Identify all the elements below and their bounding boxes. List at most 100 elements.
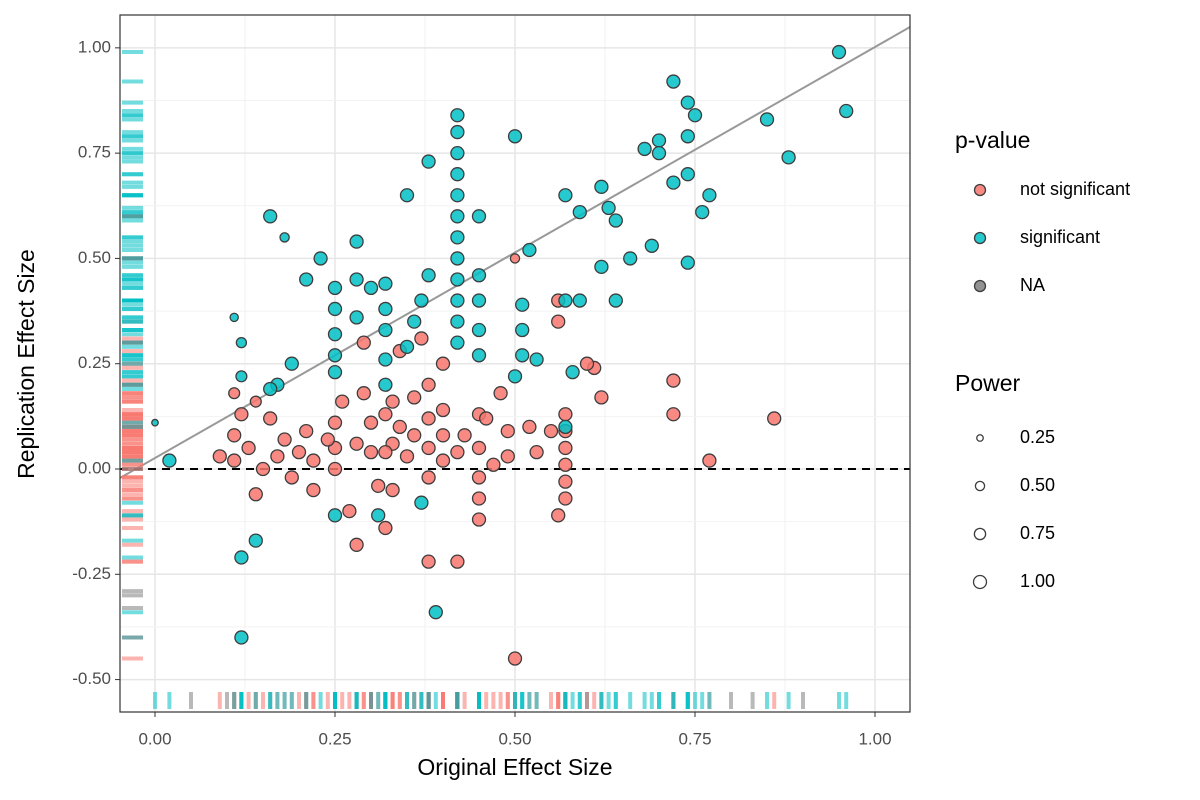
point	[263, 209, 278, 224]
point	[235, 336, 248, 349]
point	[421, 411, 436, 426]
point	[421, 377, 436, 392]
point	[299, 423, 314, 439]
point	[601, 200, 616, 216]
point	[450, 167, 465, 182]
point	[428, 605, 443, 620]
point	[767, 411, 782, 426]
point	[234, 630, 249, 645]
point	[450, 124, 465, 140]
point	[471, 209, 487, 224]
size-legend-swatch	[976, 434, 984, 442]
size-legend-label: 0.25	[1020, 427, 1055, 447]
point	[435, 428, 451, 443]
size-legend-label: 1.00	[1020, 571, 1055, 591]
point	[651, 133, 667, 148]
point	[666, 407, 681, 422]
legend-label: NA	[1020, 275, 1045, 295]
point	[371, 478, 386, 493]
point	[363, 415, 379, 430]
point	[695, 204, 710, 220]
point	[414, 495, 429, 510]
point	[349, 537, 364, 552]
point	[471, 322, 487, 338]
point	[306, 482, 321, 498]
point	[471, 470, 487, 485]
point	[471, 268, 487, 283]
x-tick-label: 0.25	[318, 729, 351, 748]
point	[327, 415, 343, 430]
y-tick-label: 0.50	[78, 248, 111, 267]
point	[399, 188, 415, 203]
point	[342, 503, 357, 519]
point	[565, 364, 580, 380]
x-axis-title: Original Effect Size	[417, 754, 612, 780]
point	[407, 428, 422, 443]
point	[529, 445, 544, 460]
size-legend-swatch	[973, 527, 987, 541]
point	[680, 95, 695, 110]
point	[421, 554, 436, 569]
point	[320, 432, 335, 447]
point	[644, 238, 659, 253]
point	[299, 272, 314, 287]
point	[450, 145, 465, 161]
point	[385, 394, 400, 409]
size-legend-label: 0.50	[1020, 475, 1055, 495]
point	[378, 301, 393, 317]
point	[500, 449, 515, 464]
point	[228, 387, 241, 400]
point	[421, 470, 436, 485]
point	[529, 352, 544, 367]
point	[291, 445, 307, 460]
point	[363, 445, 379, 460]
point	[399, 449, 415, 464]
point	[471, 512, 487, 527]
point	[378, 377, 393, 392]
point	[471, 440, 487, 456]
point	[623, 251, 638, 266]
point	[450, 230, 465, 245]
point	[666, 74, 681, 89]
point	[327, 461, 343, 477]
point	[371, 508, 386, 523]
point	[515, 322, 530, 338]
size-legend-swatch	[974, 480, 986, 492]
point	[349, 272, 364, 287]
point	[151, 418, 159, 427]
point	[349, 234, 364, 249]
point	[349, 310, 364, 325]
point	[378, 352, 393, 367]
point	[486, 457, 501, 472]
point	[263, 381, 278, 397]
point	[407, 314, 422, 329]
size-legend-swatch	[972, 574, 988, 590]
point	[450, 554, 465, 569]
legend-swatch	[973, 231, 987, 245]
point	[551, 508, 566, 523]
point	[558, 474, 573, 489]
point	[450, 314, 465, 329]
point	[680, 129, 695, 144]
point	[515, 348, 530, 363]
point	[335, 394, 350, 409]
point	[421, 440, 436, 456]
point	[284, 356, 299, 371]
point	[327, 327, 343, 342]
point	[234, 550, 249, 565]
point	[558, 188, 573, 203]
legend-label: significant	[1020, 227, 1100, 247]
point	[227, 453, 242, 468]
point	[327, 301, 343, 317]
point	[356, 335, 371, 350]
point	[263, 411, 278, 426]
point	[543, 423, 559, 439]
point	[392, 419, 407, 435]
x-tick-label: 0.50	[498, 729, 531, 748]
point	[306, 453, 321, 468]
point	[378, 520, 393, 536]
point	[450, 209, 465, 224]
point	[781, 150, 796, 165]
point	[572, 204, 587, 220]
